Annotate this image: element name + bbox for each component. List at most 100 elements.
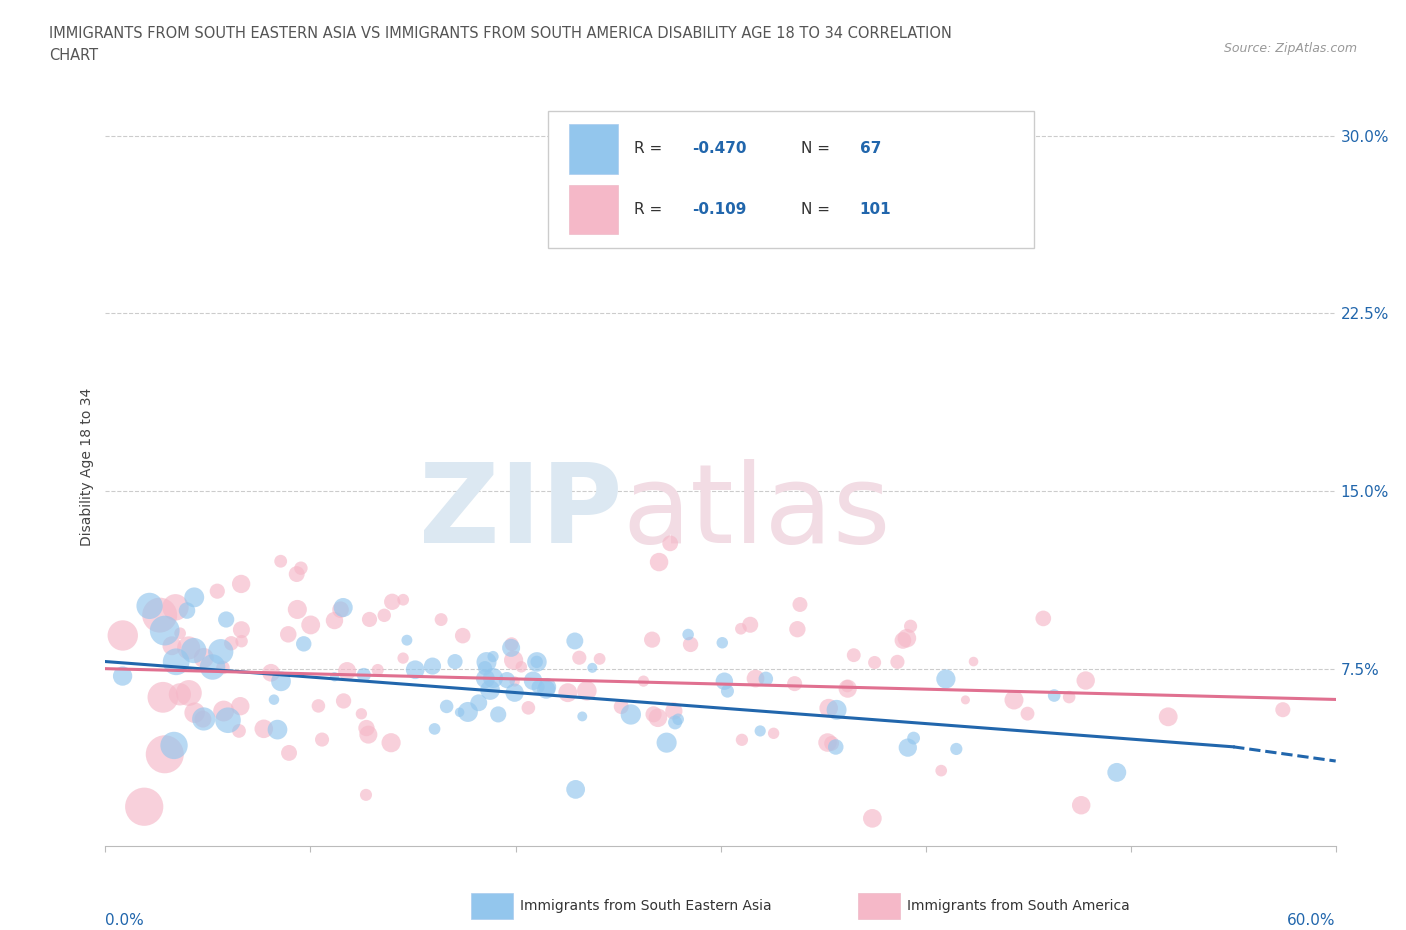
Point [260,665,283,680]
Point [1105,765,1128,780]
Point [1017,706,1039,721]
Point [474,660,496,675]
Point [679,637,702,652]
Point [209,644,232,659]
Point [299,618,322,632]
Point [436,699,458,714]
Point [207,584,229,599]
Point [356,721,378,736]
Text: N =: N = [800,141,834,156]
Point [749,724,772,738]
Point [711,635,734,650]
Point [231,622,253,637]
Point [270,674,292,689]
Point [229,698,252,713]
Point [896,631,918,645]
Point [501,637,523,652]
Point [285,602,308,617]
Point [783,676,806,691]
Point [231,577,253,591]
Point [536,680,558,695]
Point [564,782,586,797]
Point [762,726,785,741]
Text: -0.470: -0.470 [692,141,747,156]
Point [643,707,665,722]
Point [837,681,859,696]
Point [662,704,685,719]
Point [336,664,359,679]
Point [373,608,395,623]
Point [353,668,375,683]
Point [350,707,373,722]
Point [789,597,811,612]
Text: 101: 101 [859,202,891,217]
Point [482,671,505,685]
Text: ZIP: ZIP [419,459,621,566]
Point [641,632,664,647]
Point [891,633,914,648]
Point [149,607,172,622]
Point [526,655,548,670]
Point [231,633,253,648]
Point [475,655,498,670]
Point [581,660,603,675]
Point [392,592,415,607]
Point [536,682,558,697]
Point [193,650,215,665]
Point [659,536,682,551]
Point [468,696,491,711]
Point [228,724,250,738]
Point [153,623,176,638]
Point [165,600,187,615]
Point [323,670,346,684]
Point [1074,673,1097,688]
Point [444,654,467,669]
Point [900,618,922,633]
Text: Immigrants from South Eastern Asia: Immigrants from South Eastern Asia [520,898,772,913]
Point [359,612,381,627]
Point [183,590,205,604]
Point [740,618,762,632]
Point [165,655,187,670]
Point [1271,702,1294,717]
Text: 0.0%: 0.0% [105,912,145,927]
Point [817,735,839,750]
Point [897,740,920,755]
Point [183,705,205,720]
Point [290,561,312,576]
Point [457,705,479,720]
Point [666,711,689,726]
Point [152,690,174,705]
Point [1032,611,1054,626]
Text: IMMIGRANTS FROM SOUTH EASTERN ASIA VS IMMIGRANTS FROM SOUTH AMERICA DISABILITY A: IMMIGRANTS FROM SOUTH EASTERN ASIA VS IM… [49,26,952,41]
Point [311,732,333,747]
Point [575,684,598,698]
Point [903,731,925,746]
Point [731,733,754,748]
Point [201,659,224,674]
Point [503,685,526,700]
Point [886,655,908,670]
Text: 60.0%: 60.0% [1288,912,1336,927]
Point [423,722,446,737]
Point [668,199,690,214]
Point [134,799,156,814]
Point [212,660,235,675]
Point [955,693,977,708]
Point [163,738,186,753]
Point [825,702,848,717]
Point [935,671,957,686]
Point [422,658,444,673]
Text: CHART: CHART [49,48,98,63]
Point [266,723,288,737]
Point [820,736,842,751]
Point [962,654,984,669]
Point [564,633,586,648]
Point [177,641,200,656]
Point [219,636,242,651]
Text: 67: 67 [859,141,882,156]
Point [270,553,292,568]
Point [502,653,524,668]
Point [496,672,519,687]
Text: N =: N = [800,202,834,217]
